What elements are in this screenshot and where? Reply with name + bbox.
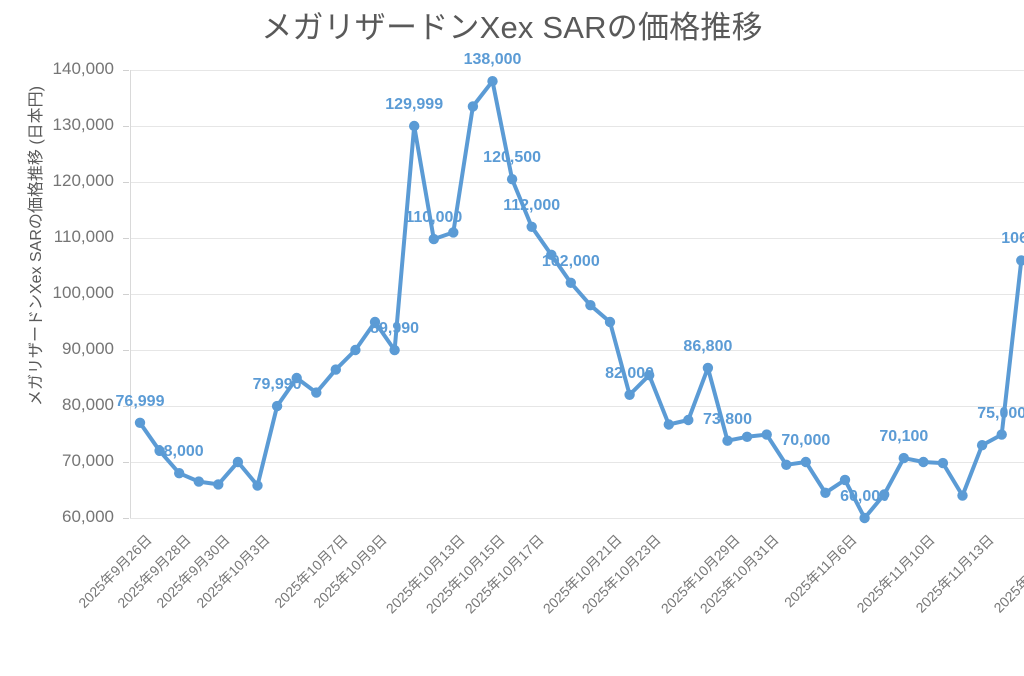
y-axis-tick-mark	[123, 294, 129, 295]
plot-area: 76,999 68,000 79,990 89,990 129,999 110,000 13…	[116, 51, 1024, 524]
data-point-label: 70,000	[781, 432, 831, 449]
data-point[interactable]	[409, 120, 420, 132]
gridline	[130, 462, 1024, 463]
data-point[interactable]	[271, 400, 283, 412]
data-point[interactable]	[859, 512, 870, 524]
data-point[interactable]	[252, 480, 263, 491]
gridline	[130, 126, 1024, 127]
data-point[interactable]	[644, 370, 655, 381]
data-point[interactable]	[193, 476, 204, 487]
y-axis-tick-mark	[123, 406, 129, 407]
data-point[interactable]	[996, 429, 1007, 440]
data-point-label: 129,999	[385, 96, 444, 113]
data-point-label: 110,000	[405, 209, 463, 227]
y-axis-tick-mark	[123, 238, 129, 239]
data-point[interactable]	[291, 372, 302, 384]
chart-title: メガリザードンXex SARの価格推移	[261, 10, 763, 45]
data-point-label: 102,000	[541, 252, 600, 270]
data-point[interactable]	[820, 487, 831, 498]
gridline	[130, 518, 1024, 519]
data-point[interactable]	[1016, 255, 1024, 266]
data-point[interactable]	[879, 489, 890, 500]
series-line	[138, 79, 1024, 520]
data-point[interactable]	[898, 452, 909, 464]
data-point[interactable]	[565, 277, 576, 288]
data-point[interactable]	[918, 456, 929, 468]
data-point[interactable]	[976, 440, 988, 451]
data-point[interactable]	[467, 101, 479, 112]
data-point-label: 60,000	[840, 488, 890, 505]
data-point[interactable]	[311, 387, 322, 398]
data-point-label: 138,000	[463, 51, 522, 69]
data-point[interactable]	[330, 364, 341, 375]
data-point[interactable]	[389, 344, 400, 356]
data-point-label: 112,000	[503, 196, 561, 214]
data-point[interactable]	[546, 249, 557, 260]
data-point[interactable]	[448, 227, 459, 238]
gridline	[130, 182, 1024, 183]
data-point[interactable]	[174, 468, 185, 479]
data-point[interactable]	[213, 479, 224, 490]
data-point-label: 75,000	[977, 404, 1024, 422]
data-point[interactable]	[369, 316, 381, 328]
data-point[interactable]	[154, 445, 165, 456]
data-point[interactable]	[663, 419, 674, 430]
data-point-label: 89,990	[370, 320, 420, 338]
y-axis-tick-label: 140,000	[52, 59, 114, 78]
gridline	[130, 70, 1024, 71]
data-point[interactable]	[604, 316, 616, 328]
data-point[interactable]	[702, 362, 714, 374]
data-point[interactable]	[624, 389, 635, 400]
data-point[interactable]	[350, 344, 361, 356]
gridline	[130, 238, 1024, 239]
data-point-label: 106,0	[1001, 230, 1024, 248]
y-axis-tick-mark	[123, 70, 129, 71]
data-point[interactable]	[781, 459, 792, 470]
data-point-label: 86,800	[683, 337, 733, 355]
data-point-label: 82,000	[605, 364, 655, 382]
y-axis-tick-label: 100,000	[52, 283, 114, 302]
data-point[interactable]	[800, 456, 811, 468]
y-axis-tick-label: 60,000	[62, 507, 114, 526]
data-point-label: 73,800	[703, 410, 752, 428]
data-point[interactable]	[526, 221, 537, 232]
data-point[interactable]	[937, 457, 949, 469]
y-axis-tick-label: 90,000	[62, 339, 114, 358]
y-axis-tick-label: 80,000	[62, 395, 114, 414]
y-axis-tick-label: 110,000	[53, 227, 114, 246]
data-point-label: 120,500	[483, 149, 542, 167]
data-point[interactable]	[722, 435, 733, 446]
y-axis-tick-mark	[123, 462, 129, 463]
data-point[interactable]	[134, 417, 146, 428]
y-axis-tick-mark	[123, 182, 129, 183]
data-point[interactable]	[741, 431, 753, 442]
data-point[interactable]	[957, 490, 968, 501]
data-point[interactable]	[232, 456, 244, 468]
data-point[interactable]	[761, 429, 772, 440]
data-point[interactable]	[839, 474, 851, 486]
data-point-label: 70,100	[879, 428, 929, 446]
data-point[interactable]	[428, 233, 439, 245]
data-point-label: 68,000	[154, 443, 204, 461]
gridline	[130, 294, 1024, 295]
data-point[interactable]	[683, 414, 694, 426]
series-markers	[134, 76, 1024, 524]
y-axis-tick-label: 70,000	[62, 451, 114, 470]
y-axis-tick-mark	[123, 518, 129, 519]
data-point[interactable]	[506, 174, 518, 185]
gridline	[130, 350, 1024, 351]
data-point-label: 76,999	[115, 392, 165, 410]
data-point[interactable]	[585, 300, 596, 311]
y-axis-tick-label: 120,000	[52, 171, 114, 190]
y-axis-tick-mark	[123, 350, 129, 351]
y-axis-tick-mark	[123, 126, 129, 127]
data-point-label: 79,990	[252, 376, 302, 394]
y-axis-line	[130, 70, 131, 518]
price-series	[134, 76, 1024, 524]
y-axis-tick-label: 130,000	[52, 115, 114, 134]
data-point[interactable]	[487, 76, 498, 87]
gridline	[130, 406, 1024, 407]
